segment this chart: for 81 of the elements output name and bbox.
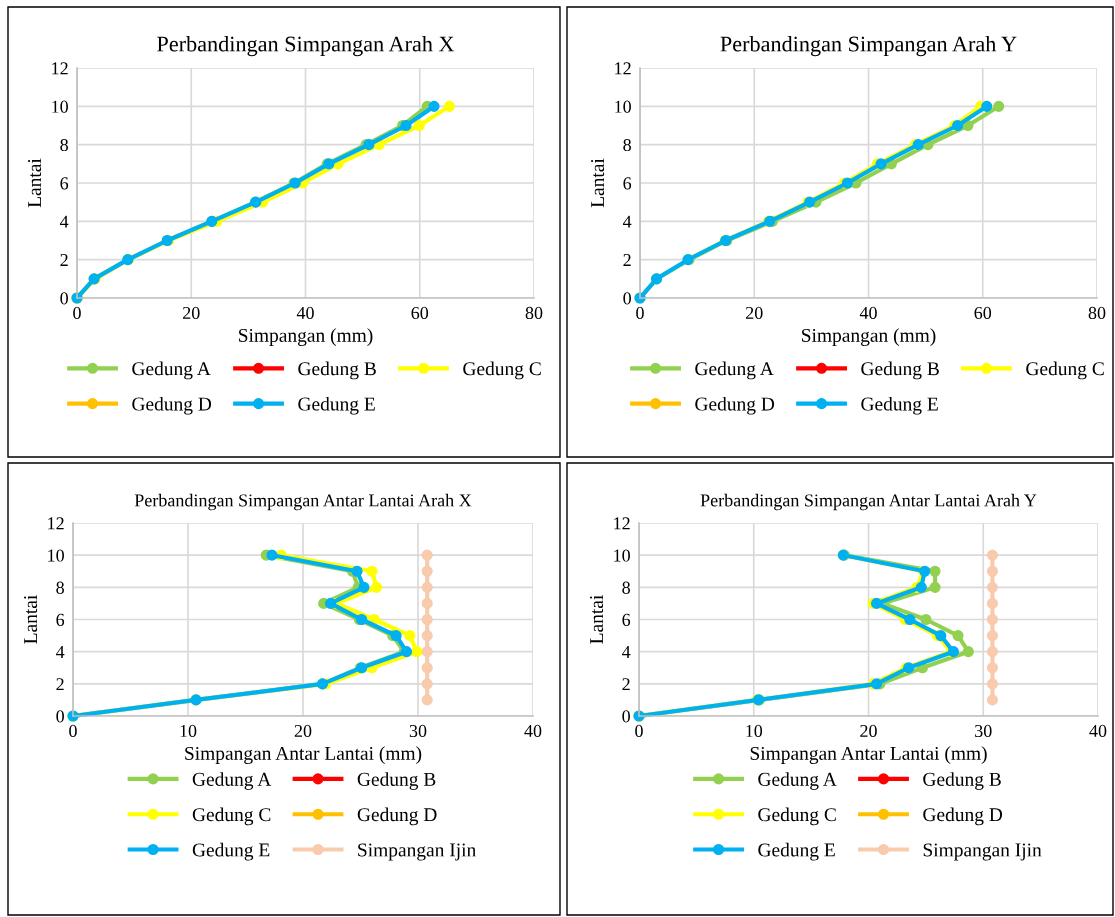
legend-label: Gedung A	[695, 361, 774, 380]
legend-label: Gedung A	[132, 361, 211, 380]
x-tick-label: 0	[635, 724, 643, 738]
y-tick-label: 2	[622, 678, 630, 691]
y-tick-label: 0	[56, 710, 64, 723]
legend-label: Gedung B	[298, 361, 376, 380]
x-tick-label: 80	[525, 306, 543, 320]
x-tick-label: 60	[974, 306, 992, 320]
y-tick-label: 4	[59, 215, 69, 228]
x-tick-label: 40	[859, 306, 877, 320]
y-tick-label: 6	[622, 613, 631, 626]
x-tick-label: 10	[746, 724, 763, 738]
y-tick-label: 6	[56, 613, 65, 626]
y-tick-label: 10	[52, 100, 68, 113]
y-tick-label: 2	[56, 678, 64, 691]
y-tick-label: 4	[622, 215, 632, 228]
y-tick-label: 0	[623, 292, 631, 305]
x-tick-label: 0	[636, 306, 644, 320]
x-tick-label: 30	[975, 724, 992, 738]
legend-label: Gedung C	[192, 807, 271, 826]
y-axis-title: Lantai	[591, 158, 605, 208]
chart-title: Perbandingan Simpangan Arah X	[157, 35, 455, 57]
legend-label: Simpangan Ijin	[358, 843, 476, 861]
y-tick-label: 8	[623, 138, 631, 152]
y-tick-label: 12	[614, 517, 630, 530]
legend-label: Gedung D	[695, 396, 775, 415]
y-tick-label: 0	[622, 710, 630, 723]
y-tick-label: 10	[615, 100, 631, 113]
x-tick-label: 10	[180, 724, 197, 738]
legend-label: Gedung E	[861, 396, 938, 415]
legend-label: Gedung D	[923, 807, 1003, 826]
x-tick-label: 80	[1088, 306, 1106, 320]
y-axis-title: Lantai	[590, 595, 604, 644]
y-tick-label: 8	[622, 581, 630, 594]
x-tick-label: 20	[294, 724, 312, 738]
legend-label: Gedung D	[132, 396, 212, 415]
x-axis-title: Simpangan Antar Lantai (mm)	[185, 746, 422, 764]
legend-label: Gedung A	[758, 772, 837, 790]
x-tick-label: 40	[296, 306, 314, 320]
legend-label: Gedung C	[463, 361, 541, 380]
y-tick-label: 12	[52, 62, 68, 75]
x-tick-label: 40	[1089, 724, 1107, 738]
y-tick-label: 8	[60, 138, 68, 152]
x-axis-title: Simpangan Antar Lantai (mm)	[750, 746, 987, 764]
x-tick-label: 30	[409, 724, 427, 738]
chart-title: Perbandingan Simpangan Antar Lantai Arah Y	[700, 493, 1037, 511]
y-axis-title: Lantai	[28, 158, 42, 208]
legend-label: Gedung C	[758, 807, 836, 826]
chart-title: Perbandingan Simpangan Antar Lantai Arah X	[134, 493, 472, 511]
legend-label: Gedung B	[861, 361, 939, 380]
y-tick-label: 0	[60, 292, 68, 305]
legend-label: Gedung E	[298, 396, 375, 415]
y-axis-title: Lantai	[24, 595, 38, 644]
x-axis-title: Simpangan (mm)	[239, 328, 373, 346]
legend-label: Simpangan Ijin	[923, 843, 1042, 861]
x-tick-label: 20	[183, 306, 200, 320]
x-tick-label: 20	[860, 724, 877, 738]
legend-label: Gedung D	[357, 807, 437, 826]
y-tick-label: 10	[614, 549, 630, 562]
x-tick-label: 60	[411, 306, 429, 320]
y-tick-label: 2	[60, 253, 68, 266]
legend-label: Gedung E	[192, 842, 270, 861]
y-tick-label: 6	[60, 177, 69, 190]
y-tick-label: 6	[623, 177, 632, 190]
y-tick-label: 4	[621, 646, 631, 658]
y-tick-label: 2	[623, 253, 631, 266]
x-tick-label: 0	[73, 306, 81, 320]
y-tick-label: 4	[55, 646, 65, 658]
legend-label: Gedung B	[923, 772, 1001, 790]
y-tick-label: 10	[48, 549, 64, 562]
y-tick-label: 8	[56, 581, 64, 594]
chart-title: Perbandingan Simpangan Arah Y	[720, 35, 1017, 57]
legend-label: Gedung C	[1026, 361, 1104, 380]
x-tick-label: 40	[524, 724, 542, 738]
legend-label: Gedung B	[357, 772, 436, 790]
x-axis-title: Simpangan (mm)	[802, 328, 936, 346]
y-tick-label: 12	[615, 62, 631, 75]
x-tick-label: 20	[746, 306, 763, 320]
y-tick-label: 12	[48, 517, 64, 530]
legend-label: Gedung A	[192, 772, 272, 790]
legend-label: Gedung E	[758, 842, 835, 861]
